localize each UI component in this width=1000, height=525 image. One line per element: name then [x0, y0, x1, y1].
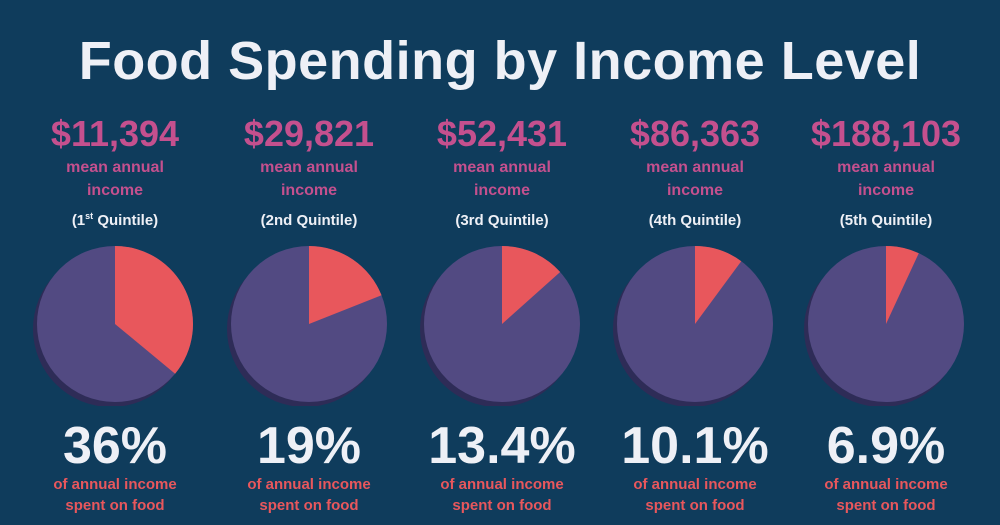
quintile-label: (2nd Quintile) — [260, 212, 358, 229]
pie-chart-wrapper — [798, 246, 974, 406]
quintile-label: (4th Quintile) — [648, 212, 742, 229]
income-value: $188,103 — [810, 113, 962, 154]
pie-chart-wrapper — [414, 246, 590, 406]
chart-title: Food Spending by Income Level — [78, 31, 922, 91]
quintile-column-5: $188,103 mean annual income (5th Quintil… — [798, 112, 974, 516]
income-label: mean annual income — [453, 159, 551, 199]
percent-label-line2: spent on food — [65, 497, 165, 514]
quintile-column-2: $29,821 mean annual income (2nd Quintile… — [221, 112, 397, 516]
income-label: mean annual income — [260, 159, 358, 199]
pie-slice-food — [115, 246, 194, 374]
income-value: $29,821 — [243, 113, 375, 154]
food-percent: 36% — [62, 417, 168, 475]
income-label: mean annual income — [66, 159, 164, 199]
income-label: mean annual income — [646, 159, 744, 199]
quintile-label: (3rd Quintile) — [455, 212, 549, 229]
quintile-label: (5th Quintile) — [839, 212, 933, 229]
quintile-column-1: $11,394 mean annual income (1st Quintile… — [27, 112, 203, 516]
pie-slice-food — [886, 246, 919, 324]
pie-chart-wrapper — [607, 246, 783, 406]
percent-label-line1: of annual income — [633, 476, 757, 493]
food-percent: 19% — [256, 417, 362, 475]
pie-slice-food — [309, 246, 382, 324]
income-value: $11,394 — [50, 113, 180, 154]
food-percent: 13.4% — [428, 417, 576, 475]
pie-chart-wrapper — [221, 246, 397, 406]
pie-chart-wrapper — [27, 246, 203, 406]
percent-label-line1: of annual income — [440, 476, 564, 493]
percent-label-line2: spent on food — [452, 497, 552, 514]
pie-slice-food — [695, 246, 742, 324]
percent-label-line1: of annual income — [53, 476, 177, 493]
income-value: $52,431 — [436, 113, 568, 154]
income-label: mean annual income — [837, 159, 935, 199]
pie-chart — [227, 246, 387, 406]
food-percent: 6.9% — [826, 417, 946, 475]
percent-label-line2: spent on food — [836, 497, 936, 514]
pie-slice-food — [502, 246, 561, 324]
percent-label-line2: spent on food — [645, 497, 745, 514]
percent-label-line2: spent on food — [259, 497, 359, 514]
percent-label-line1: of annual income — [824, 476, 948, 493]
pie-chart — [613, 246, 773, 406]
quintile-column-3: $52,431 mean annual income (3rd Quintile… — [414, 112, 590, 516]
pie-chart — [804, 246, 964, 406]
percent-label-line1: of annual income — [247, 476, 371, 493]
quintile-label: (1st Quintile) — [71, 211, 159, 230]
pie-chart — [33, 246, 194, 406]
quintile-column-4: $86,363 mean annual income (4th Quintile… — [607, 112, 783, 516]
pie-chart — [420, 246, 580, 406]
income-value: $86,363 — [629, 113, 761, 154]
food-percent: 10.1% — [621, 417, 769, 475]
